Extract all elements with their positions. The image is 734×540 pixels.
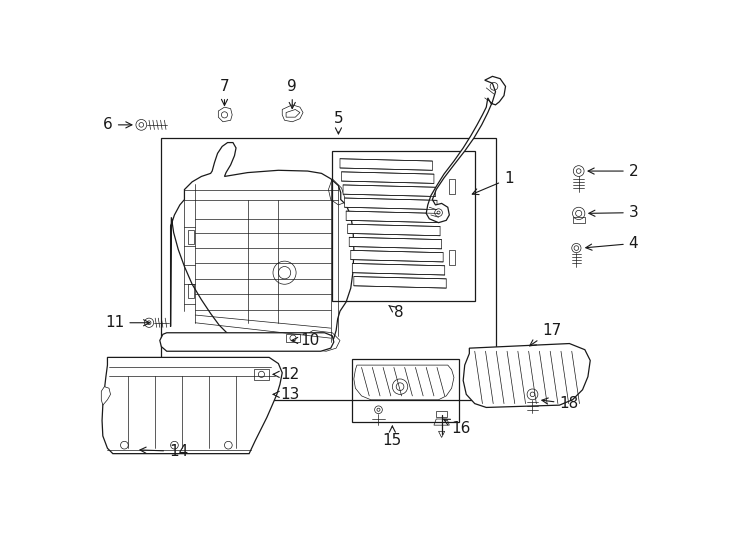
Polygon shape: [341, 172, 434, 184]
Polygon shape: [346, 211, 438, 222]
Text: 11: 11: [105, 315, 150, 330]
Text: 2: 2: [588, 164, 639, 179]
Polygon shape: [352, 264, 445, 275]
Text: 15: 15: [382, 426, 402, 448]
Bar: [449, 249, 456, 265]
Bar: [436, 411, 447, 417]
Text: 14: 14: [140, 444, 189, 459]
Bar: [333, 151, 475, 301]
Polygon shape: [102, 357, 283, 454]
Bar: [573, 217, 585, 224]
Polygon shape: [351, 251, 443, 262]
Bar: [254, 369, 269, 380]
Polygon shape: [343, 185, 435, 197]
Polygon shape: [349, 237, 442, 249]
Polygon shape: [344, 198, 437, 210]
Polygon shape: [354, 276, 446, 288]
Text: 4: 4: [586, 236, 639, 251]
Text: 12: 12: [273, 367, 299, 382]
Polygon shape: [463, 343, 590, 408]
Text: 17: 17: [530, 323, 562, 346]
Bar: [161, 138, 496, 400]
Polygon shape: [160, 333, 334, 351]
Bar: [189, 284, 195, 298]
Text: 9: 9: [288, 79, 297, 109]
Text: 16: 16: [443, 419, 471, 436]
Text: 7: 7: [219, 79, 229, 105]
Bar: [449, 179, 456, 194]
Polygon shape: [348, 224, 440, 236]
Polygon shape: [426, 76, 506, 222]
Bar: [189, 231, 195, 244]
Text: 18: 18: [542, 396, 578, 411]
Text: 1: 1: [472, 171, 514, 194]
Text: 13: 13: [273, 387, 299, 402]
Polygon shape: [170, 143, 354, 349]
Text: 10: 10: [291, 333, 319, 348]
Text: 3: 3: [589, 205, 639, 220]
Text: 8: 8: [389, 305, 404, 320]
Polygon shape: [283, 105, 303, 122]
Text: 6: 6: [103, 117, 132, 132]
Bar: [352, 359, 459, 422]
Polygon shape: [218, 107, 232, 122]
Text: 5: 5: [334, 111, 344, 134]
Bar: [286, 334, 300, 342]
Polygon shape: [101, 387, 111, 405]
Polygon shape: [340, 159, 432, 170]
Polygon shape: [354, 365, 454, 400]
